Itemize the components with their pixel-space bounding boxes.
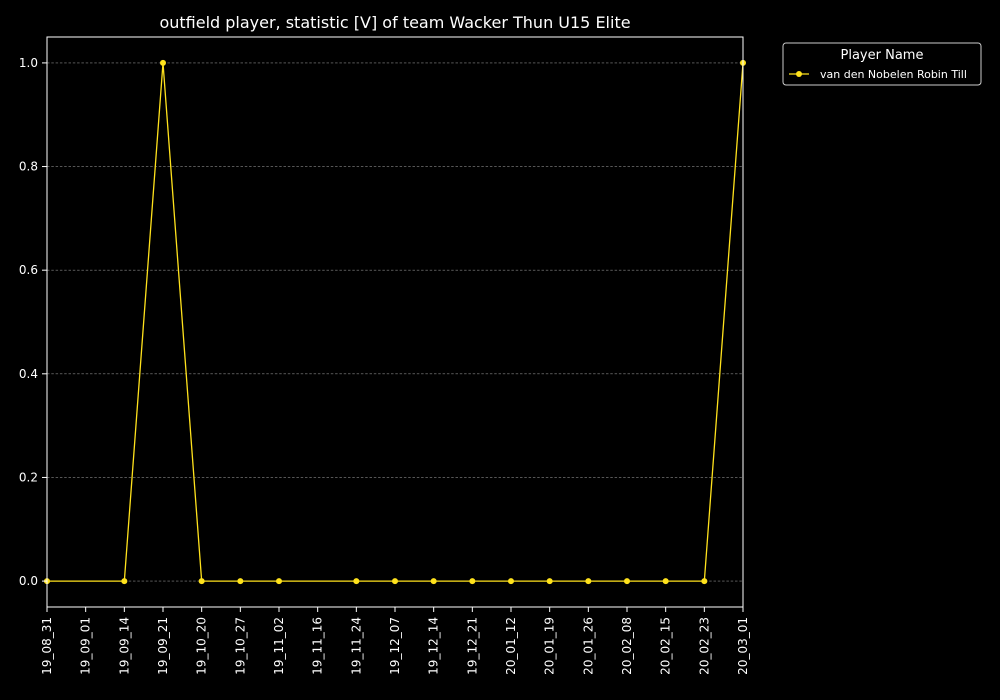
- x-tick-label: 19_11_16: [311, 617, 325, 675]
- data-point: [508, 578, 514, 585]
- x-tick-label: 19_10_20: [195, 617, 209, 675]
- x-tick-label: 20_02_23: [697, 617, 711, 675]
- series-line: [47, 62, 744, 582]
- data-point: [469, 578, 476, 585]
- x-tick-label: 19_12_21: [465, 617, 479, 675]
- legend-entry: van den Nobelen Robin Till: [820, 68, 967, 81]
- x-tick-label: 19_12_07: [388, 617, 402, 675]
- data-point: [701, 578, 708, 585]
- x-tick-label: 20_03_01: [736, 617, 750, 675]
- x-tick-label: 19_12_14: [427, 617, 441, 675]
- series-layer: [44, 59, 746, 585]
- data-point: [237, 578, 244, 585]
- grid-lines: [47, 62, 743, 582]
- x-tick-label: 20_02_08: [620, 617, 634, 675]
- data-point: [160, 59, 166, 66]
- x-axis: 19_08_31 19_09_01 19_09_14 19_09_21 19_10_20…: [40, 607, 750, 675]
- x-tick-label: 19_09_21: [156, 617, 170, 675]
- data-point: [276, 578, 282, 585]
- x-tick-label: 19_11_02: [272, 617, 286, 675]
- x-tick-label: 19_10_27: [233, 617, 247, 675]
- x-tick-label: 20_01_12: [504, 617, 518, 675]
- y-tick-label: 0.2: [19, 470, 38, 484]
- legend-title: Player Name: [841, 48, 924, 63]
- data-point: [546, 578, 553, 585]
- x-tick-label: 19_11_24: [349, 617, 363, 675]
- plot-frame: [46, 36, 744, 608]
- data-point: [624, 578, 630, 585]
- x-tick-label: 20_01_19: [543, 617, 557, 675]
- legend-marker-swatch: [796, 71, 802, 77]
- data-point: [392, 578, 398, 585]
- y-axis: 0.0 0.2 0.4 0.6 0.8 1.0: [19, 56, 47, 588]
- data-point: [585, 578, 592, 585]
- y-tick-label: 0.4: [19, 367, 38, 381]
- data-point: [198, 578, 205, 585]
- x-tick-label: 20_02_15: [659, 617, 673, 675]
- y-tick-label: 0.8: [19, 160, 38, 174]
- data-point: [121, 578, 128, 585]
- data-point: [662, 578, 669, 585]
- x-tick-label: 19_09_01: [79, 617, 93, 675]
- legend: Player Name van den Nobelen Robin Till: [782, 42, 982, 86]
- legend-box: [782, 42, 982, 86]
- y-tick-label: 0.0: [19, 574, 38, 588]
- chart-title: outfield player, statistic [V] of team W…: [159, 13, 630, 32]
- data-point: [430, 578, 437, 585]
- x-tick-label: 19_09_14: [117, 617, 131, 675]
- data-point: [353, 578, 360, 585]
- y-tick-label: 0.6: [19, 263, 38, 277]
- x-tick-label: 20_01_26: [581, 617, 595, 675]
- y-tick-label: 1.0: [19, 56, 38, 70]
- x-tick-label: 19_08_31: [40, 617, 54, 675]
